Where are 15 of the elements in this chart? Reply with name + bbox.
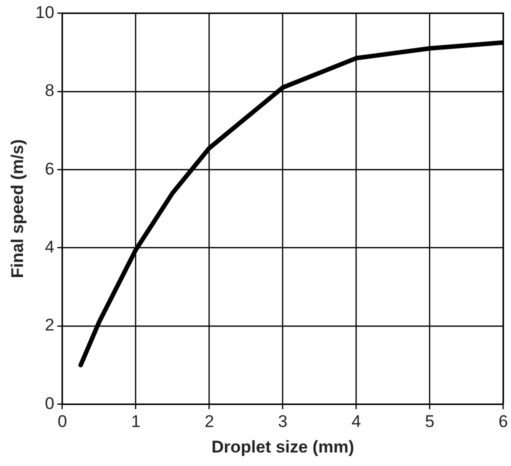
y-axis-title: Final speed (m/s) [8,139,27,278]
x-tick-label: 4 [352,412,362,432]
x-axis-title: Droplet size (mm) [211,437,354,456]
x-tick-label: 3 [278,412,288,432]
y-tick-label: 4 [44,237,54,256]
x-tick-label: 6 [498,412,508,432]
y-tick-label: 0 [44,394,54,413]
y-tick-label: 10 [35,2,54,22]
y-tick-label: 2 [44,316,54,335]
x-tick-label: 0 [58,412,68,432]
x-tick-label: 2 [204,412,214,432]
x-tick-label: 1 [131,412,141,432]
x-tick-label: 5 [425,412,435,432]
y-tick-label: 6 [44,159,54,178]
y-tick-label: 8 [44,81,54,100]
